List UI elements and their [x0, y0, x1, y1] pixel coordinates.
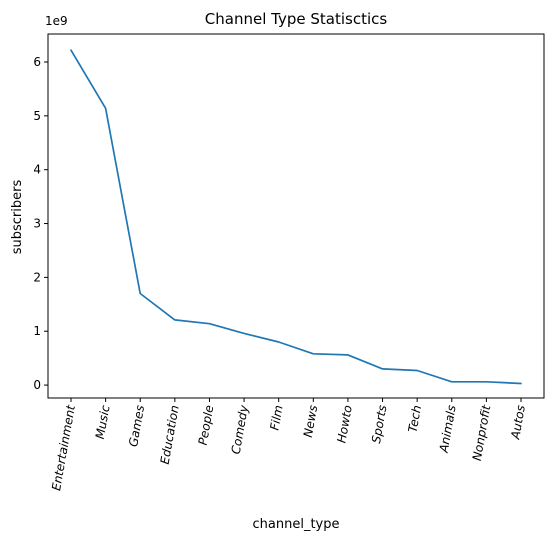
- x-tick-label: Music: [93, 404, 113, 440]
- y-offset-label: 1e9: [45, 14, 68, 28]
- y-axis: 0 1 2 3 4 5 6: [33, 55, 48, 392]
- y-axis-label: subscribers: [10, 180, 25, 255]
- plot-frame: [47, 33, 545, 399]
- series-layer: [70, 49, 522, 385]
- y-tick-label: 2: [33, 270, 41, 284]
- x-tick-label: News: [301, 404, 320, 438]
- x-tick-label: People: [196, 404, 217, 446]
- series-line: [70, 49, 522, 385]
- y-tick-label: 6: [33, 55, 41, 69]
- x-tick-label: Tech: [406, 404, 425, 433]
- y-tick-label: 1: [33, 324, 41, 338]
- x-tick-label: Howto: [334, 404, 354, 444]
- x-tick-label: Film: [267, 404, 285, 431]
- chart-title: Channel Type Statisctics: [205, 10, 388, 28]
- x-tick-label: Autos: [508, 404, 528, 441]
- y-tick-label: 3: [33, 217, 41, 231]
- x-tick-label: Sports: [369, 404, 389, 444]
- plot-area: [47, 33, 545, 399]
- y-tick-label: 5: [33, 109, 41, 123]
- y-tick-label: 4: [33, 163, 41, 177]
- x-axis-label: channel_type: [253, 517, 340, 532]
- y-tick-label: 0: [33, 378, 41, 392]
